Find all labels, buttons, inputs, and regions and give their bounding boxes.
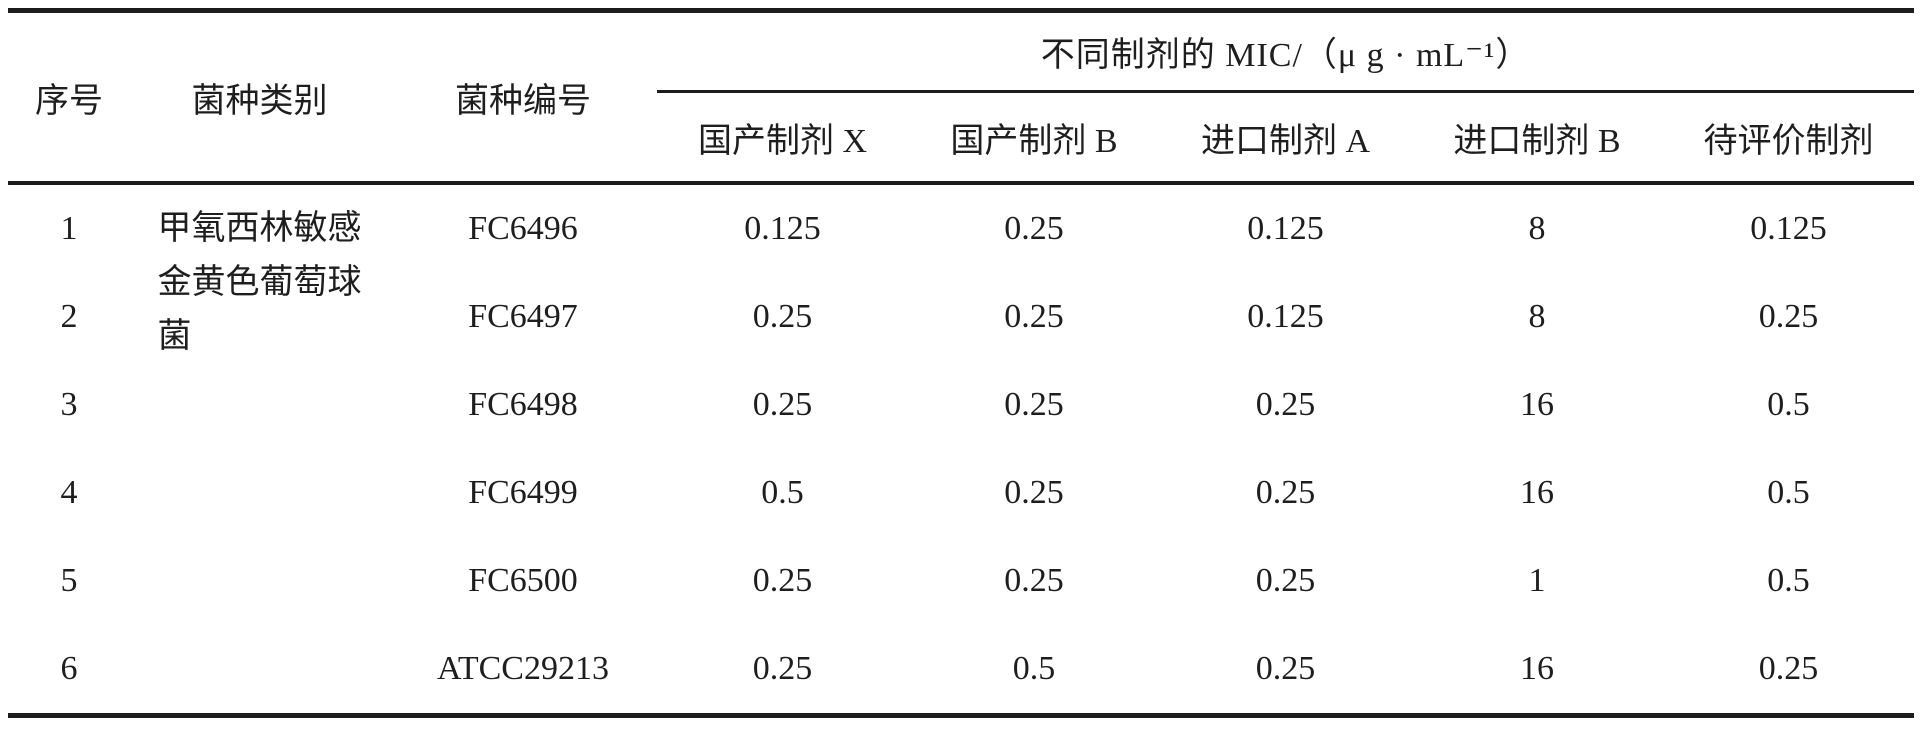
cell-mic-value: 0.25 <box>1004 474 1064 511</box>
cell-mic-value: 0.125 <box>1750 210 1827 247</box>
table-row: 6 ATCC29213 0.25 0.5 0.25 16 0.25 <box>8 625 1914 716</box>
cell-serial: 4 <box>60 474 78 511</box>
cell-mic-value: 0.25 <box>752 562 813 599</box>
cell-mic-value: 0.5 <box>1767 562 1810 599</box>
mic-subheader-row: 国产制剂 X 国产制剂 B 进口制剂 A 进口制剂 B 待评价制剂 <box>8 91 1915 185</box>
cell-mic-value: 8 <box>1528 298 1546 335</box>
cell-strain-id: FC6497 <box>468 298 578 335</box>
table-body: 1 甲氧西林敏感金黄色葡萄球菌 FC6496 0.125 0.25 0.125 8 0.125… <box>8 183 1914 716</box>
cell-serial: 6 <box>60 650 78 687</box>
mic-subheader: 进口制剂 A <box>1160 91 1411 185</box>
cell-mic-value: 0.125 <box>1247 210 1324 247</box>
cell-category: 甲氧西林敏感金黄色葡萄球菌 <box>130 183 389 716</box>
table-row: 3 FC6498 0.25 0.25 0.25 16 0.5 <box>8 361 1914 449</box>
cell-strain-id: FC6500 <box>468 562 578 599</box>
cell-mic-value: 0.5 <box>761 474 804 511</box>
cell-mic-value: 0.25 <box>1758 298 1819 335</box>
mic-table: 序号 菌种类别 菌种编号 不同制剂的 MIC/（μ g · mL⁻¹） 国产制剂… <box>8 8 1915 718</box>
cell-mic-value: 0.25 <box>752 650 813 687</box>
cell-mic-value: 0.5 <box>1767 474 1810 511</box>
header-row-top: 序号 菌种类别 菌种编号 不同制剂的 MIC/（μ g · mL⁻¹） <box>8 10 1915 185</box>
cell-mic-value: 0.25 <box>1758 650 1819 687</box>
cell-mic-value: 0.25 <box>752 298 813 335</box>
table-row: 5 FC6500 0.25 0.25 0.25 1 0.5 <box>8 537 1914 625</box>
mic-subheader: 国产制剂 X <box>657 91 908 185</box>
mic-group-header: 不同制剂的 MIC/（μ g · mL⁻¹） <box>657 10 1915 93</box>
header-category: 菌种类别 <box>130 10 389 185</box>
cell-mic-value: 0.25 <box>1004 298 1064 335</box>
cell-mic-value: 0.5 <box>1767 386 1810 423</box>
cell-mic-value: 16 <box>1520 474 1554 511</box>
mic-subheader: 进口制剂 B <box>1411 91 1663 185</box>
cell-mic-value: 1 <box>1528 562 1546 599</box>
table-row: 4 FC6499 0.5 0.25 0.25 16 0.5 <box>8 449 1914 537</box>
cell-mic-value: 16 <box>1520 386 1554 423</box>
cell-mic-value: 0.25 <box>1255 474 1316 511</box>
cell-mic-value: 0.125 <box>1247 298 1324 335</box>
table-row: 1 甲氧西林敏感金黄色葡萄球菌 FC6496 0.125 0.25 0.125 8 0.125 <box>8 183 1914 355</box>
category-text: 甲氧西林敏感金黄色葡萄球菌 <box>157 210 362 355</box>
table-row: 2 FC6497 0.25 0.25 0.125 8 0.25 <box>8 273 1914 361</box>
mic-subheader: 待评价制剂 <box>1663 91 1915 185</box>
cell-strain-id: FC6496 <box>468 210 578 247</box>
cell-mic-value: 0.5 <box>1012 650 1056 687</box>
cell-strain-id: FC6499 <box>468 474 578 511</box>
table-header: 序号 菌种类别 菌种编号 不同制剂的 MIC/（μ g · mL⁻¹） 国产制剂… <box>8 10 1915 185</box>
cell-mic-value: 0.25 <box>1004 562 1064 599</box>
cell-mic-value: 0.25 <box>752 386 813 423</box>
cell-mic-value: 16 <box>1520 650 1554 687</box>
cell-serial: 5 <box>60 562 78 599</box>
header-strain-id: 菌种编号 <box>389 10 657 185</box>
header-serial: 序号 <box>8 10 130 185</box>
cell-strain-id: ATCC29213 <box>437 650 609 687</box>
cell-mic-value: 0.25 <box>1255 562 1316 599</box>
cell-mic-value: 0.125 <box>744 210 821 247</box>
cell-mic-value: 8 <box>1528 210 1546 247</box>
cell-serial: 1 <box>60 210 78 247</box>
cell-serial: 3 <box>60 386 78 423</box>
mic-subheader: 国产制剂 B <box>908 91 1160 185</box>
cell-mic-value: 0.25 <box>1255 386 1316 423</box>
cell-mic-value: 0.25 <box>1004 210 1064 247</box>
cell-mic-value: 0.25 <box>1004 386 1064 423</box>
cell-strain-id: FC6498 <box>468 386 578 423</box>
cell-serial: 2 <box>60 298 78 335</box>
cell-mic-value: 0.25 <box>1255 650 1316 687</box>
